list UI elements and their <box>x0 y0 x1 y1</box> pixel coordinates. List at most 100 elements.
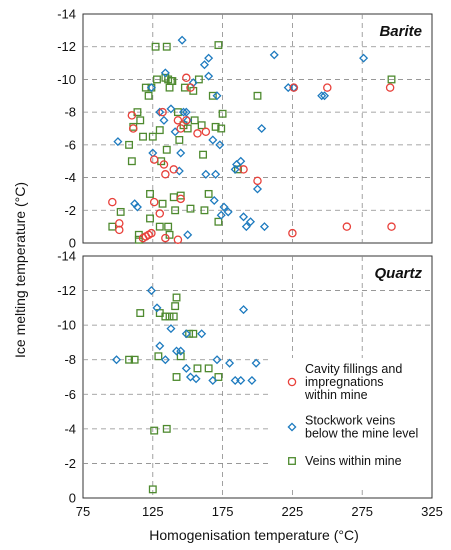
x-tick-label: 325 <box>421 504 443 519</box>
point-veins <box>214 373 223 381</box>
x-tick-label: 125 <box>142 504 164 519</box>
point-veins <box>161 312 170 321</box>
point-veins <box>185 329 194 338</box>
legend-marker-stockwork <box>287 422 297 432</box>
y-tick-label: -6 <box>64 137 76 152</box>
x-axis-ticks: 75 125 175 225 275 325 <box>76 504 443 519</box>
point-cavity <box>387 222 396 231</box>
point-stockwork <box>160 355 170 365</box>
point-veins <box>253 91 262 100</box>
y-tick-label: -4 <box>64 170 76 185</box>
point-cavity <box>239 165 248 174</box>
point-veins <box>176 191 185 200</box>
point-stockwork <box>181 363 191 373</box>
y-tick-label: -4 <box>64 421 76 436</box>
point-cavity <box>385 83 395 92</box>
y-tick-label: 0 <box>69 236 76 251</box>
point-stockwork <box>178 107 189 117</box>
point-stockwork <box>146 83 156 93</box>
series-cavity <box>108 73 396 244</box>
point-cavity <box>147 228 156 238</box>
point-veins <box>141 83 150 92</box>
y-tick-label: -8 <box>64 105 76 120</box>
point-stockwork <box>111 355 122 365</box>
point-stockwork <box>239 305 249 315</box>
point-stockwork <box>185 372 196 382</box>
point-veins <box>144 91 153 100</box>
point-stockwork <box>166 104 176 114</box>
legend-label: impregnations <box>305 375 384 389</box>
series-stockwork <box>113 35 369 240</box>
point-veins <box>169 312 178 321</box>
point-veins <box>108 222 117 231</box>
point-stockwork <box>247 375 257 385</box>
point-veins <box>171 302 180 311</box>
legend-label: Stockwork veins <box>305 414 395 428</box>
point-veins <box>162 42 171 51</box>
x-tick-label: 275 <box>351 504 373 519</box>
point-veins <box>148 485 157 494</box>
point-stockwork <box>177 35 187 45</box>
point-stockwork <box>212 91 222 101</box>
point-cavity <box>149 155 159 164</box>
point-cavity <box>115 219 124 228</box>
point-stockwork <box>191 374 201 384</box>
point-veins <box>214 41 223 50</box>
y-tick-label: -8 <box>64 352 76 367</box>
x-tick-label: 75 <box>76 504 90 519</box>
point-stockwork <box>155 341 165 351</box>
legend-background <box>270 358 430 488</box>
point-stockwork <box>269 50 279 60</box>
point-stockwork <box>166 324 176 334</box>
legend-label: below the mine level <box>305 427 418 441</box>
point-cavity <box>193 129 202 138</box>
point-stockwork <box>223 207 233 217</box>
point-stockwork <box>239 212 249 222</box>
y-tick-label: -2 <box>64 203 76 218</box>
point-veins <box>208 91 217 100</box>
point-veins <box>146 189 154 198</box>
point-cavity <box>169 165 178 174</box>
point-cavity <box>288 228 297 238</box>
point-veins <box>153 75 161 84</box>
point-stockwork <box>246 217 256 227</box>
point-veins <box>214 217 223 226</box>
point-stockwork <box>199 60 209 70</box>
point-cavity <box>158 107 167 117</box>
point-veins <box>200 206 209 215</box>
point-cavity <box>159 160 169 169</box>
point-cavity <box>342 222 352 231</box>
point-veins <box>151 42 160 51</box>
y-tick-label: 0 <box>69 491 76 506</box>
point-cavity <box>155 209 165 218</box>
point-veins <box>176 352 185 361</box>
series-veins <box>108 41 396 244</box>
point-stockwork <box>317 91 327 101</box>
point-stockwork <box>181 329 191 339</box>
point-veins <box>211 122 220 131</box>
point-veins <box>162 424 171 433</box>
legend-marker-cavity <box>287 377 297 387</box>
point-stockwork <box>176 148 186 158</box>
point-veins <box>155 222 164 231</box>
y-tick-label: -14 <box>57 249 76 264</box>
point-cavity <box>129 124 138 133</box>
point-veins <box>165 312 174 321</box>
y-tick-label: -10 <box>57 72 76 87</box>
point-veins <box>130 355 139 364</box>
panel-title: Quartz <box>374 265 422 282</box>
point-stockwork <box>236 156 246 166</box>
point-stockwork <box>132 202 142 212</box>
point-stockwork <box>113 137 123 147</box>
point-cavity <box>173 235 183 244</box>
point-stockwork <box>236 375 246 385</box>
panel-barite: 0 -2 -4 -6 -8 -10 -12 -14 Barite <box>57 7 433 251</box>
point-veins <box>127 157 136 166</box>
point-cavity <box>176 124 185 133</box>
panel-title: Barite <box>379 23 422 40</box>
point-stockwork <box>241 222 251 232</box>
x-axis-label: Homogenisation temperature (°C) <box>149 527 358 543</box>
point-veins <box>387 75 396 84</box>
point-stockwork <box>257 123 267 134</box>
